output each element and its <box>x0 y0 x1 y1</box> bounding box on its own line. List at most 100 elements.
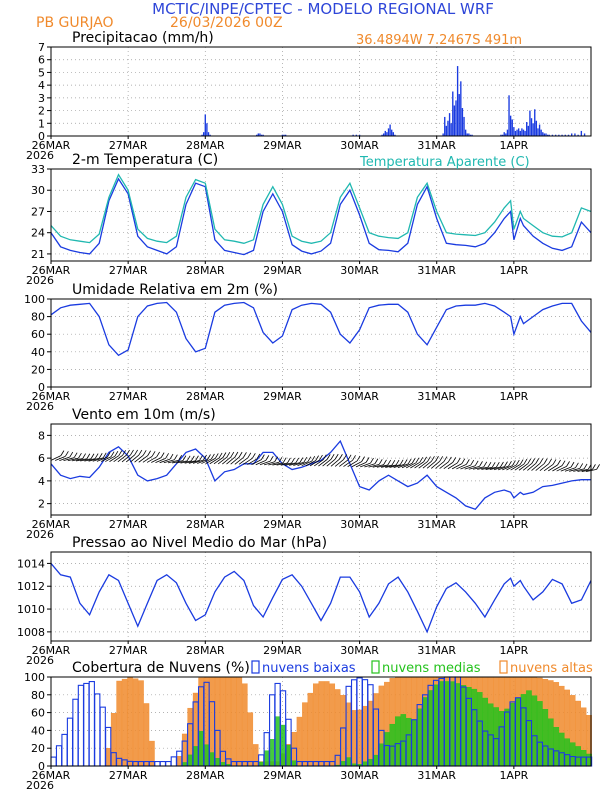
x-tick-label: 28MAR <box>186 644 225 657</box>
precip-bar <box>511 119 513 136</box>
y-tick-label: 0 <box>38 381 45 394</box>
panel-title: 2-m Temperatura (C) <box>72 152 218 168</box>
panel-title: Precipitacao (mm/h) <box>72 30 214 46</box>
cloud-bar-nuvens-medias <box>416 708 423 767</box>
x-tick-label: 1APR <box>499 390 528 403</box>
wind-barb <box>289 462 300 466</box>
y-tick-label: 40 <box>31 724 45 737</box>
wind-barb <box>535 458 540 464</box>
y-tick-label: 1 <box>38 117 45 130</box>
wind-barb <box>69 451 74 458</box>
cloud-bar-nuvens-medias <box>580 750 587 767</box>
precip-bar <box>534 109 536 136</box>
precip-bar <box>445 125 448 136</box>
wind-barb <box>125 454 135 463</box>
wind-barb <box>548 464 558 472</box>
wind-barb <box>360 462 371 468</box>
legend-swatch <box>499 660 508 674</box>
wind-barb <box>167 459 179 464</box>
wind-barb <box>268 461 280 466</box>
cloud-bar-nuvens-altas <box>367 700 374 767</box>
cloud-bar-nuvens-altas <box>236 676 243 767</box>
cloud-bar-nuvens-altas <box>132 678 139 767</box>
precip-bar <box>508 95 510 136</box>
precip-bar <box>209 134 211 136</box>
cloud-bar-nuvens-medias <box>564 738 570 767</box>
wind-barb <box>439 461 449 469</box>
wind-barb <box>163 459 175 464</box>
x-year-label: 2026 <box>26 779 54 792</box>
precip-bar <box>391 129 393 136</box>
cloud-bar-nuvens-baixas <box>99 706 106 767</box>
wind-barb <box>118 450 123 456</box>
wind-barb <box>205 458 216 465</box>
cloud-bar-nuvens-altas <box>247 712 254 767</box>
wind-barb <box>401 463 413 469</box>
precip-bar <box>505 133 507 136</box>
wind-barb <box>222 456 232 465</box>
wind-barb <box>430 461 440 469</box>
x-year-label: 2026 <box>26 274 54 287</box>
wind-barb <box>330 458 340 467</box>
wind-barb <box>92 457 104 462</box>
cloud-bar-nuvens-altas <box>318 681 325 767</box>
wind-barb <box>287 457 291 464</box>
y-tick-label: 80 <box>31 689 45 702</box>
precip-bar <box>501 134 504 136</box>
wind-barb <box>126 449 130 456</box>
precip-bar <box>447 120 449 136</box>
precip-bar <box>450 123 452 136</box>
precip-bar <box>464 129 467 136</box>
wind-barb <box>110 451 115 457</box>
cloud-bar-nuvens-altas <box>242 683 248 767</box>
wind-barb <box>456 464 467 470</box>
cloud-bar-nuvens-baixas <box>94 693 101 767</box>
wind-barb <box>217 456 228 465</box>
wind-barb <box>88 457 100 462</box>
wind-barb <box>265 455 270 461</box>
wind-barb <box>557 459 561 466</box>
wind-barb <box>297 461 308 466</box>
wind-barb <box>234 457 244 465</box>
wind-barb <box>395 459 400 466</box>
wind-barb <box>452 457 457 463</box>
wind-barb <box>481 466 493 470</box>
wind-barb <box>389 464 401 468</box>
precip-bar <box>551 134 554 136</box>
precip-bar <box>567 134 570 136</box>
y-tick-label: 7 <box>38 41 45 54</box>
x-tick-label: 30MAR <box>340 644 379 657</box>
wind-barb <box>472 466 484 470</box>
wind-barb <box>527 463 537 471</box>
wind-barb <box>564 467 576 472</box>
cloud-bar-nuvens-medias <box>209 752 215 767</box>
precip-bar <box>471 134 473 136</box>
wind-barb <box>230 451 235 458</box>
wind-barb <box>60 450 65 456</box>
y-tick-label: 4 <box>38 475 45 488</box>
wind-barb <box>50 455 62 461</box>
precip-bar <box>257 133 260 136</box>
precip-bar <box>455 100 457 136</box>
precip-bar <box>516 129 518 136</box>
y-tick-label: 1010 <box>17 603 45 616</box>
precip-bar <box>389 124 391 136</box>
wind-barb <box>543 464 554 472</box>
y-tick-label: 40 <box>31 346 45 359</box>
cloud-bar-nuvens-medias <box>569 742 576 767</box>
wind-barb <box>447 456 452 463</box>
wind-barb <box>508 460 512 467</box>
wind-barb <box>443 462 454 470</box>
y-tick-label: 60 <box>31 707 45 720</box>
precip-bar <box>509 115 512 136</box>
wind-barb <box>122 450 126 456</box>
precip-bar <box>207 132 210 136</box>
wind-barb <box>188 460 200 464</box>
wind-barb <box>172 460 184 464</box>
x-tick-label: 27MAR <box>109 390 148 403</box>
x-tick-label: 26MAR <box>32 139 71 152</box>
cloud-bar-nuvens-medias <box>411 719 417 767</box>
y-tick-label: 3 <box>38 92 45 105</box>
x-tick-label: 29MAR <box>263 139 302 152</box>
